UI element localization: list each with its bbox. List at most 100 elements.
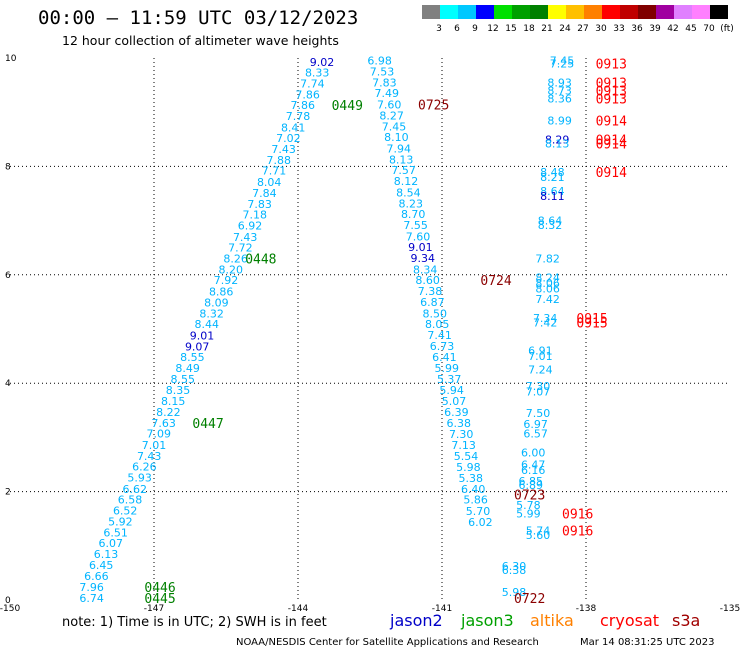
colorbar-swatch [710,5,728,19]
wave-height-point: 8.50 [423,307,448,320]
wave-height-point: 8.35 [166,384,191,397]
wave-height-point: 7.24 [528,364,553,377]
wave-height-point: 8.55 [171,373,196,386]
wave-height-point: 6.40 [461,483,486,496]
x-tick-label: -147 [144,604,164,614]
wave-height-point: 7.82 [535,253,560,266]
colorbar-swatch [548,5,566,19]
wave-height-point: 6.85 [519,475,544,488]
wave-height-point: 6.26 [132,461,157,474]
pass-time-label: 0913 [596,85,627,100]
colorbar-label: (ft) [720,24,734,34]
y-tick-label: 6 [5,271,11,281]
wave-height-point: 7.86 [295,88,320,101]
colorbar-label: 6 [454,24,460,34]
pass-time-label: 0449 [332,99,363,114]
colorbar-swatch [584,5,602,19]
colorbar-label: 18 [523,24,535,34]
wave-height-point: 8.22 [156,406,181,419]
wave-height-point: 8.86 [209,286,234,299]
wave-height-point: 7.45 [382,120,407,133]
wave-height-point: 6.73 [430,340,455,353]
x-tick-label: -138 [576,604,597,614]
wave-height-point: 7.02 [276,132,301,145]
wave-height-point: 8.06 [535,282,560,295]
wave-height-point: 5.78 [516,499,541,512]
wave-height-point: 7.83 [247,198,272,211]
wave-height-point: 7.09 [147,428,172,441]
wave-height-point: 6.98 [367,55,392,68]
wave-height-point: 7.43 [271,143,296,156]
wave-height-point: 8.13 [389,153,414,166]
y-tick-label: 4 [5,379,11,389]
credit-right: Mar 14 08:31:25 UTC 2023 [580,637,715,648]
pass-time-label: 0915 [576,316,607,331]
wave-height-point: 6.41 [432,351,457,364]
wave-height-point: 8.55 [180,351,205,364]
wave-height-point: 6.89 [519,479,544,492]
wave-height-point: 8.33 [305,67,330,80]
wave-height-point: 8.34 [413,263,438,276]
wave-height-point: 7.42 [533,316,558,329]
colorbar-swatch [530,5,548,19]
wave-height-point: 8.11 [540,190,565,203]
wave-height-point: 6.07 [99,537,124,550]
legend-entry-cryosat: cryosat [600,611,659,630]
wave-height-point: 5.37 [437,373,462,386]
wave-height-point: 8.44 [195,318,220,331]
wave-height-point: 8.13 [545,138,570,151]
wave-height-point: 7.57 [391,164,416,177]
wave-height-point: 9.34 [411,252,436,265]
wave-height-point: 9.01 [190,330,215,343]
wave-height-point: 6.51 [103,526,128,539]
wave-height-point: 7.72 [228,242,253,255]
wave-height-point: 8.32 [199,307,224,320]
y-tick-label: 0 [5,596,11,606]
wave-height-point: 8.23 [399,197,424,210]
wave-height-point: 7.43 [233,231,258,244]
colorbar-label: 45 [685,24,696,34]
y-tick-label: 10 [5,54,17,64]
wave-height-point: 8.54 [396,186,421,199]
wave-height-point: 7.43 [137,450,162,463]
x-tick-label: -144 [288,604,309,614]
colorbar-swatch [674,5,692,19]
pass-time-label: 0724 [480,274,511,289]
pass-time-label: 0915 [576,312,607,327]
wave-height-point: 5.98 [456,461,481,474]
wave-height-point: 5.94 [439,384,464,397]
wave-height-point: 7.01 [528,350,553,363]
wave-height-point: 7.18 [243,209,268,222]
footnote: note: 1) Time is in UTC; 2) SWH is in fe… [62,615,327,630]
x-tick-label: -135 [720,604,740,614]
wave-height-point: 8.32 [538,219,563,232]
wave-height-point: 6.58 [118,494,143,507]
wave-height-point: 5.93 [127,472,152,485]
wave-height-point: 5.60 [526,529,551,542]
wave-height-point: 6.62 [123,483,148,496]
wave-height-point: 6.66 [84,570,109,583]
wave-height-point: 7.25 [550,57,575,70]
pass-time-label: 0916 [562,507,593,522]
pass-time-label: 0913 [596,76,627,91]
pass-time-label: 0913 [596,57,627,72]
satellite-legend: jason2 jason3 altika cryosat s3a [389,611,700,630]
wave-height-point: 6.57 [523,428,548,441]
wave-height-point: 6.97 [523,418,548,431]
colorbar-label: 24 [559,24,571,34]
legend-entry-jason2: jason2 [389,611,443,630]
wave-height-point: 8.64 [538,215,563,228]
pass-time-label: 0914 [596,133,627,148]
colorbar-label: 30 [595,24,607,34]
wave-height-point: 8.49 [175,362,200,375]
chart-subtitle: 12 hour collection of altimeter wave hei… [62,33,339,48]
wave-height-point: 6.16 [521,464,546,477]
wave-height-point: 8.29 [545,133,570,146]
credit-left: NOAA/NESDIS Center for Satellite Applica… [236,637,539,648]
colorbar-legend: 3 6 9 12 15 18 21 24 27 30 33 36 39 42 45 70 (ft) [422,5,734,34]
colorbar-label: 12 [487,24,498,34]
pass-time-label: 0447 [192,417,223,432]
wave-height-point: 8.93 [547,76,572,89]
colorbar-swatch [476,5,494,19]
colorbar-swatch [656,5,674,19]
